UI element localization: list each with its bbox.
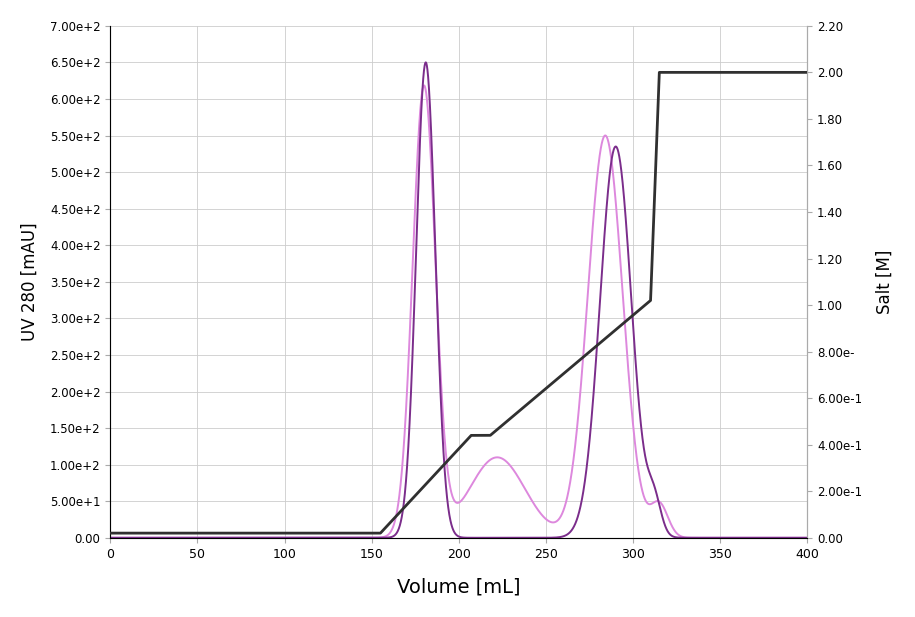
- X-axis label: Volume [mL]: Volume [mL]: [397, 577, 521, 596]
- Y-axis label: UV 280 [mAU]: UV 280 [mAU]: [21, 223, 38, 341]
- Y-axis label: Salt [M]: Salt [M]: [877, 250, 894, 314]
